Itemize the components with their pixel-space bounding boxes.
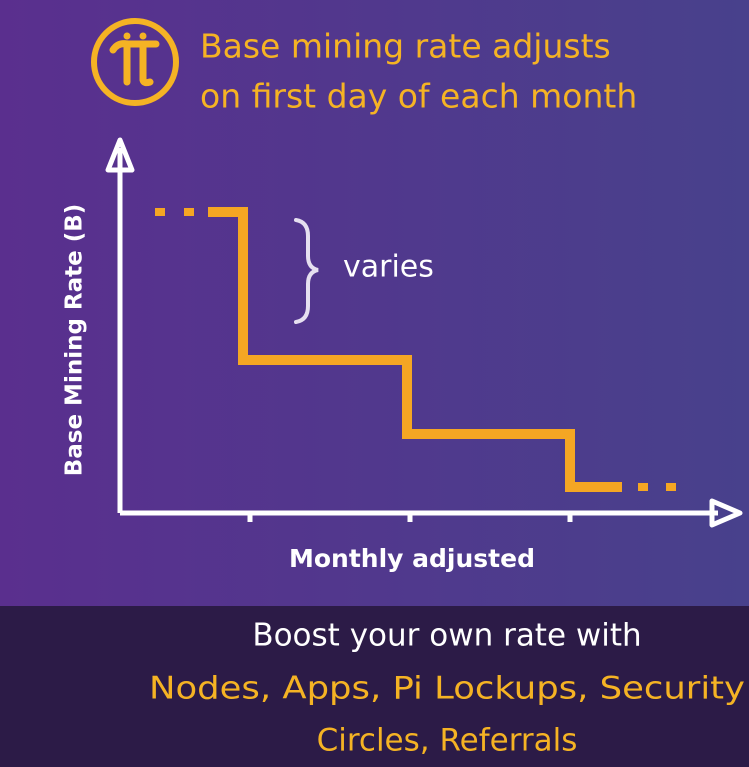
- footer-line: Circles, Referrals: [317, 723, 578, 759]
- annotation: varies: [343, 250, 434, 285]
- footer-band: [0, 606, 749, 767]
- brace: [294, 218, 319, 324]
- y-axis-label: Base Mining Rate (B): [62, 204, 88, 477]
- axes: [105, 137, 743, 528]
- x-axis-label: Monthly adjusted: [289, 544, 535, 573]
- pi-logo: [91, 18, 179, 106]
- step-line: [155, 207, 676, 492]
- title-line: Base mining rate adjusts: [200, 27, 611, 66]
- footer-line: Boost your own rate with: [252, 618, 641, 654]
- title-line: on first day of each month: [200, 77, 637, 116]
- footer-line: Nodes, Apps, Pi Lockups, Security: [149, 671, 745, 707]
